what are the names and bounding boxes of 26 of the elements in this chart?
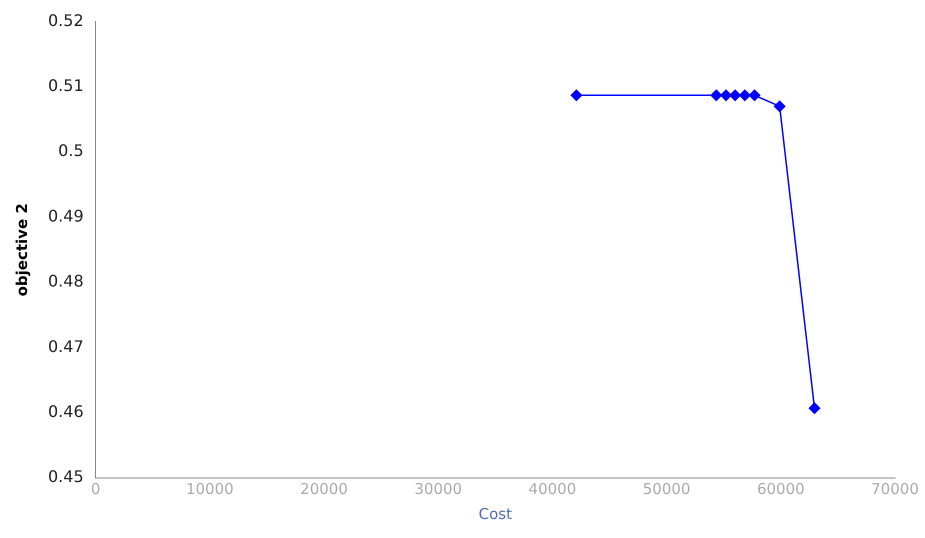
x-tick-label: 40000 (528, 480, 576, 498)
y-tick-label: 0.52 (48, 10, 84, 30)
x-tick-label: 50000 (642, 480, 690, 498)
y-tick-label: 0.49 (48, 206, 84, 226)
x-tick-label: 70000 (871, 480, 919, 498)
y-tick-label: 0.51 (48, 76, 84, 95)
y-tick-label: 0.45 (48, 467, 84, 486)
y-axis-title: objective 2 (12, 203, 31, 296)
point (748, 90, 760, 102)
y-tick-label: 0.47 (48, 336, 84, 356)
point (720, 90, 732, 102)
point (739, 90, 751, 102)
x-tick-label: 30000 (414, 480, 462, 498)
point (570, 90, 582, 102)
x-tick-label: 20000 (300, 480, 348, 498)
y-tick-label: 0.48 (48, 272, 84, 291)
x-tick-label: 0 (90, 480, 100, 498)
y-tick-label: 0.46 (48, 402, 84, 421)
point (808, 402, 820, 414)
point (774, 100, 786, 112)
point (710, 90, 722, 102)
x-tick-label: 60000 (756, 480, 805, 498)
x-tick-label: 10000 (186, 480, 234, 498)
point (729, 90, 741, 102)
x-axis-title: Cost (478, 504, 512, 523)
y-tick-label: 0.5 (58, 141, 84, 160)
